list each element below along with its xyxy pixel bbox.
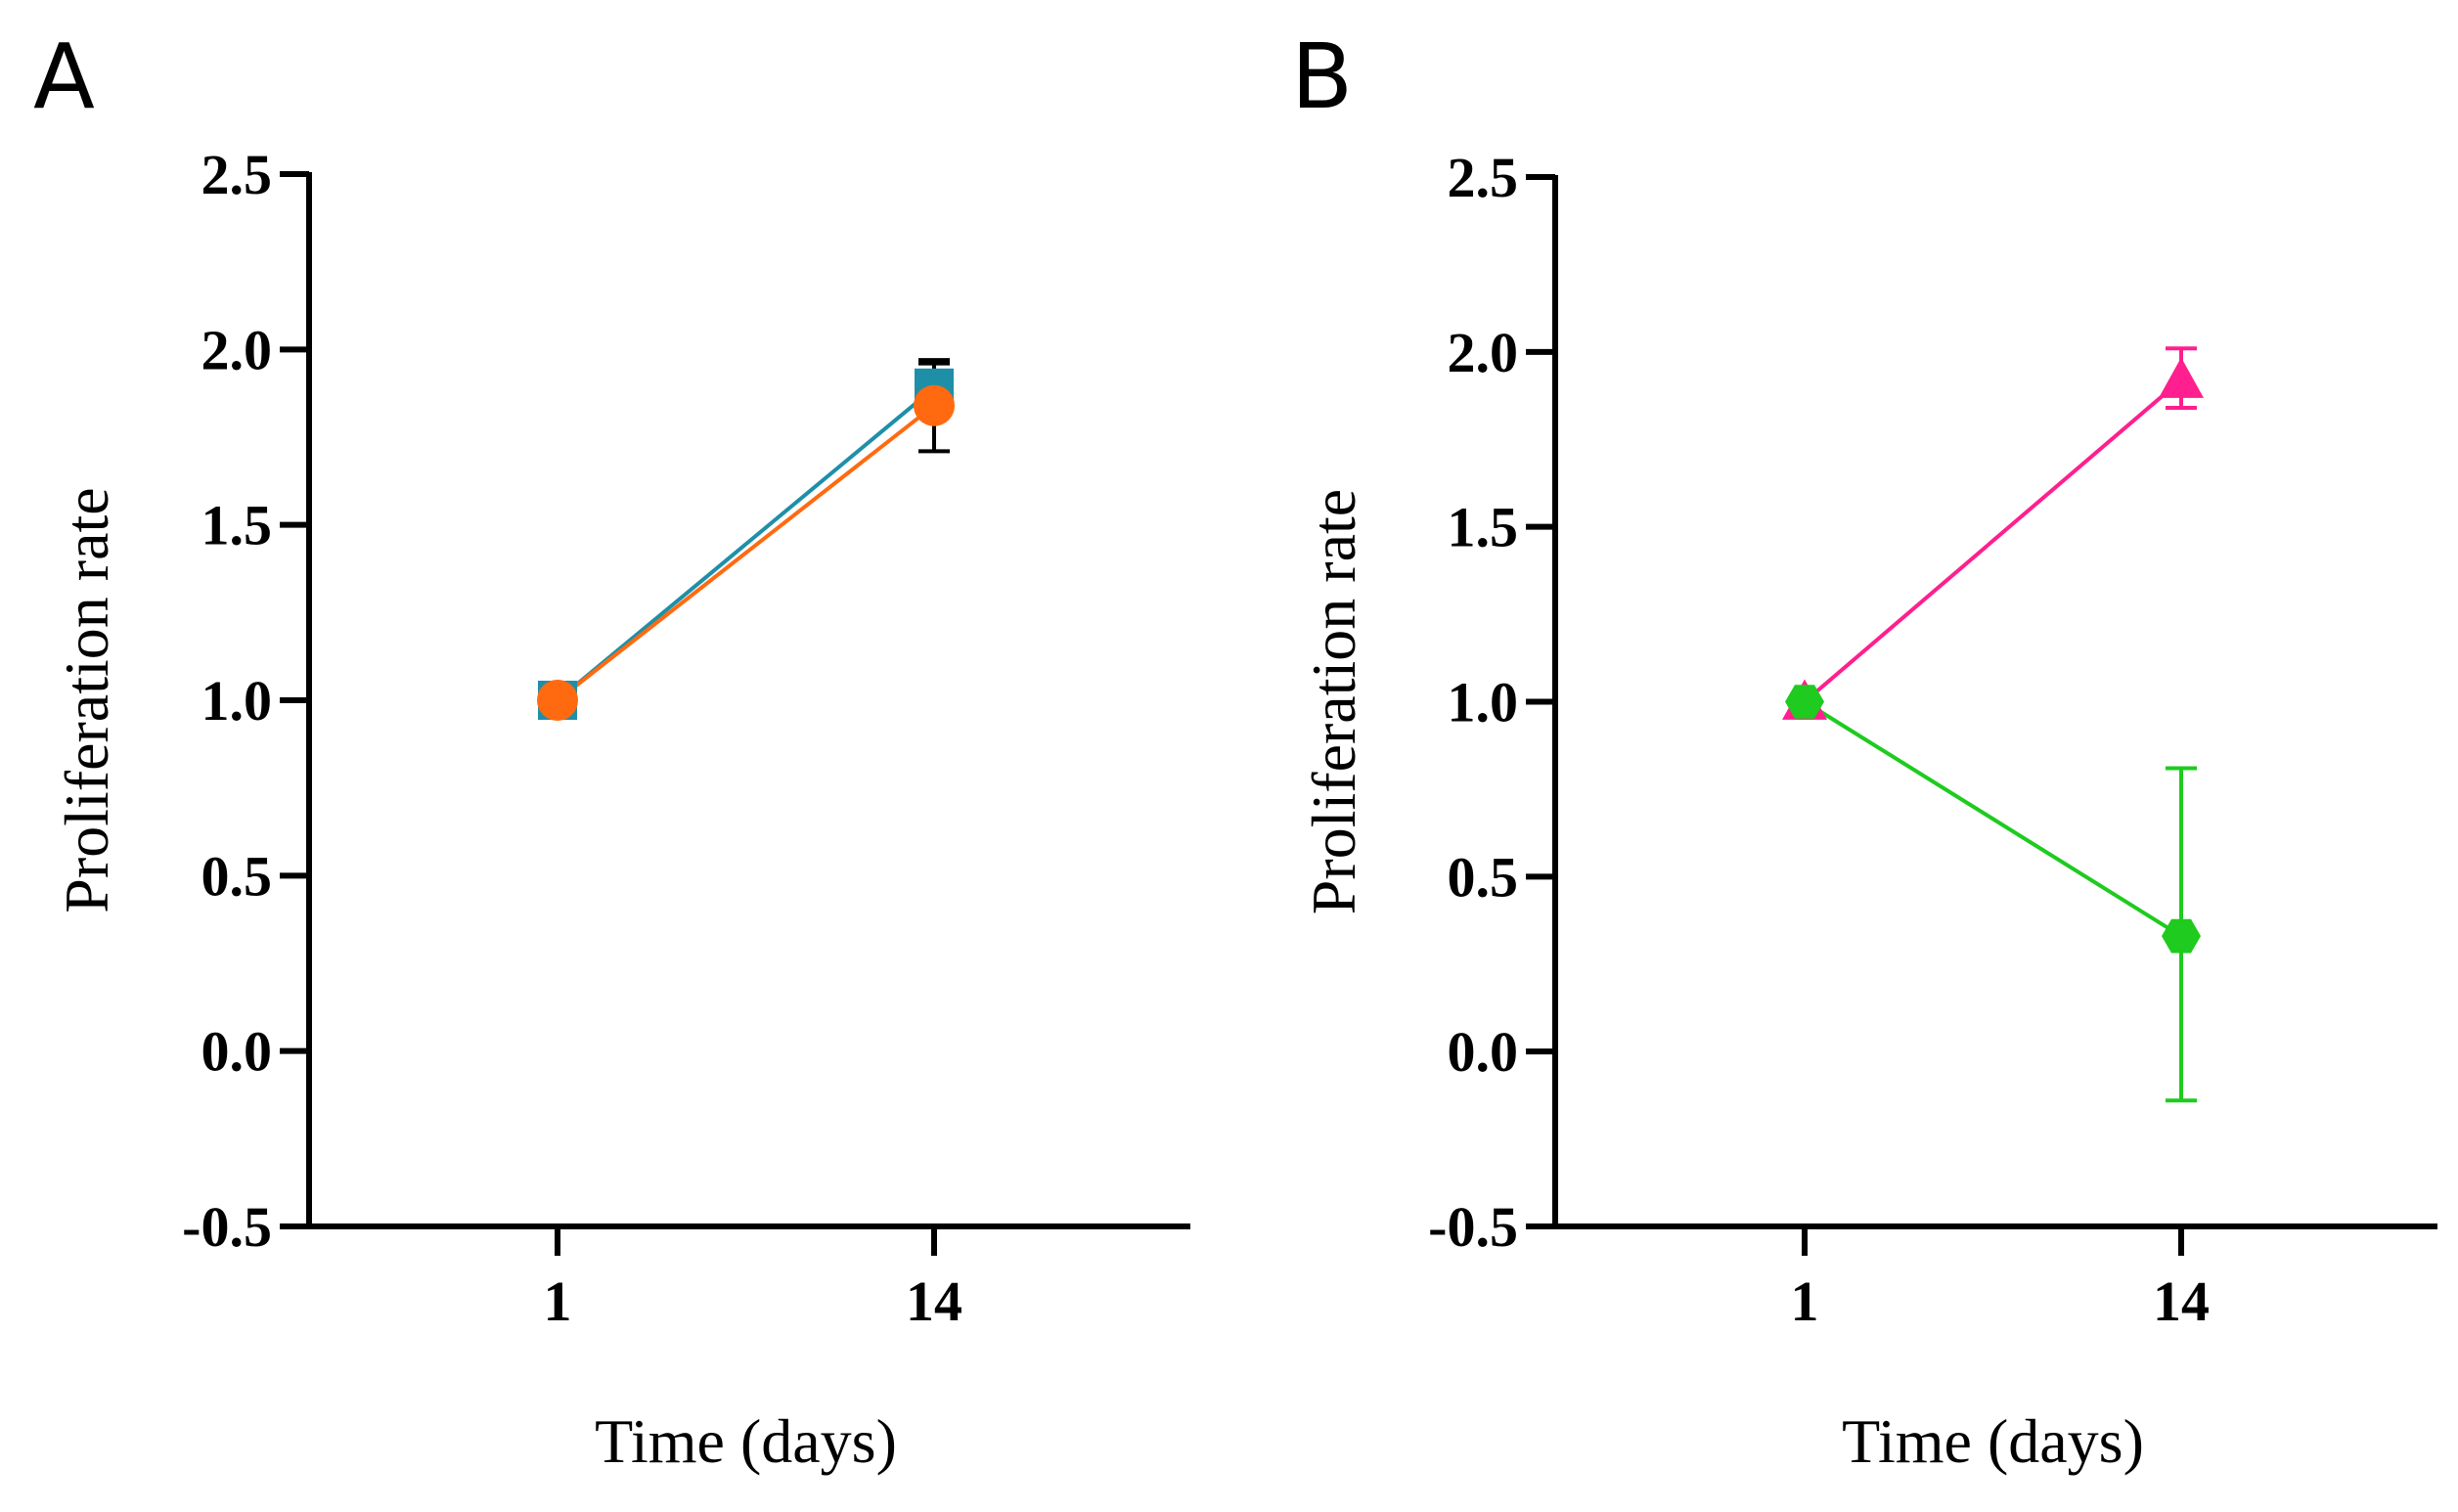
y-tick-label: -0.5 (182, 1195, 272, 1259)
y-tick-label: 1.5 (201, 494, 273, 557)
y-tick-label: 0.5 (1448, 845, 1519, 909)
series-line (556, 404, 936, 702)
y-tick-label: 1.0 (1448, 671, 1519, 734)
panel-a: A -0.5 0.0 0.5 1.0 1.5 2.0 2.5 1 14 Time (days) Pro… (33, 24, 1190, 1476)
panel-letter: A (33, 24, 95, 129)
y-axis-title: Proliferation rate (1299, 489, 1368, 914)
y-tick-label: 0.0 (1448, 1020, 1519, 1084)
x-tick-label: 14 (906, 1269, 962, 1333)
x-axis-title: Time (days) (1842, 1406, 2144, 1476)
panel-letter: B (1291, 24, 1353, 129)
x-tick-label: 14 (2153, 1269, 2210, 1333)
series-line (1803, 378, 2183, 704)
y-tick-label: 1.0 (201, 669, 273, 733)
data-point (1785, 685, 1824, 719)
data-point (537, 680, 578, 721)
y-tick-label: 2.5 (1448, 146, 1519, 209)
y-tick-label: 2.0 (1448, 321, 1519, 384)
series-line (556, 386, 936, 702)
x-tick-label: 1 (544, 1269, 572, 1333)
panel-b: B -0.5 0.0 0.5 1.0 1.5 2.0 2.5 1 14 Time (days) Pro… (1291, 24, 2437, 1476)
y-tick-label: 2.5 (201, 143, 273, 206)
y-tick-label: 0.0 (201, 1020, 273, 1084)
data-point (914, 384, 955, 426)
y-axis-title: Proliferation rate (52, 487, 121, 912)
data-point (2159, 357, 2204, 398)
y-tick-label: 0.5 (201, 844, 273, 908)
y-tick-label: -0.5 (1428, 1195, 1518, 1259)
y-tick-label: 1.5 (1448, 496, 1519, 559)
x-tick-label: 1 (1791, 1269, 1819, 1333)
data-point (2162, 918, 2201, 954)
series-line (1803, 699, 2183, 938)
x-axis-title: Time (days) (595, 1406, 897, 1476)
y-tick-label: 2.0 (201, 318, 273, 381)
